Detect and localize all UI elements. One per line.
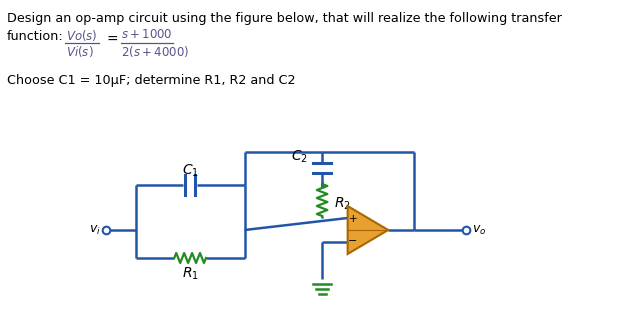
Text: $=$: $=$ xyxy=(104,31,119,45)
Text: $Vo(s)$: $Vo(s)$ xyxy=(66,28,98,43)
Text: $R_2$: $R_2$ xyxy=(334,196,351,212)
Text: $2(s+4000)$: $2(s+4000)$ xyxy=(122,44,189,59)
Polygon shape xyxy=(347,206,388,254)
Text: $v_o$: $v_o$ xyxy=(472,223,486,237)
Text: $R_1$: $R_1$ xyxy=(182,266,199,282)
Text: Choose C1 = 10μF; determine R1, R2 and C2: Choose C1 = 10μF; determine R1, R2 and C… xyxy=(7,74,295,87)
Text: $v_i$: $v_i$ xyxy=(88,223,100,237)
Text: +: + xyxy=(349,214,357,224)
Text: function:: function: xyxy=(7,30,64,43)
Text: $s+1000$: $s+1000$ xyxy=(122,28,173,41)
Text: −: − xyxy=(348,236,357,246)
Text: $Vi(s)$: $Vi(s)$ xyxy=(66,44,93,59)
Text: $C_2$: $C_2$ xyxy=(291,149,308,165)
Text: Design an op-amp circuit using the figure below, that will realize the following: Design an op-amp circuit using the figur… xyxy=(7,12,562,25)
Text: $C_1$: $C_1$ xyxy=(182,163,199,179)
